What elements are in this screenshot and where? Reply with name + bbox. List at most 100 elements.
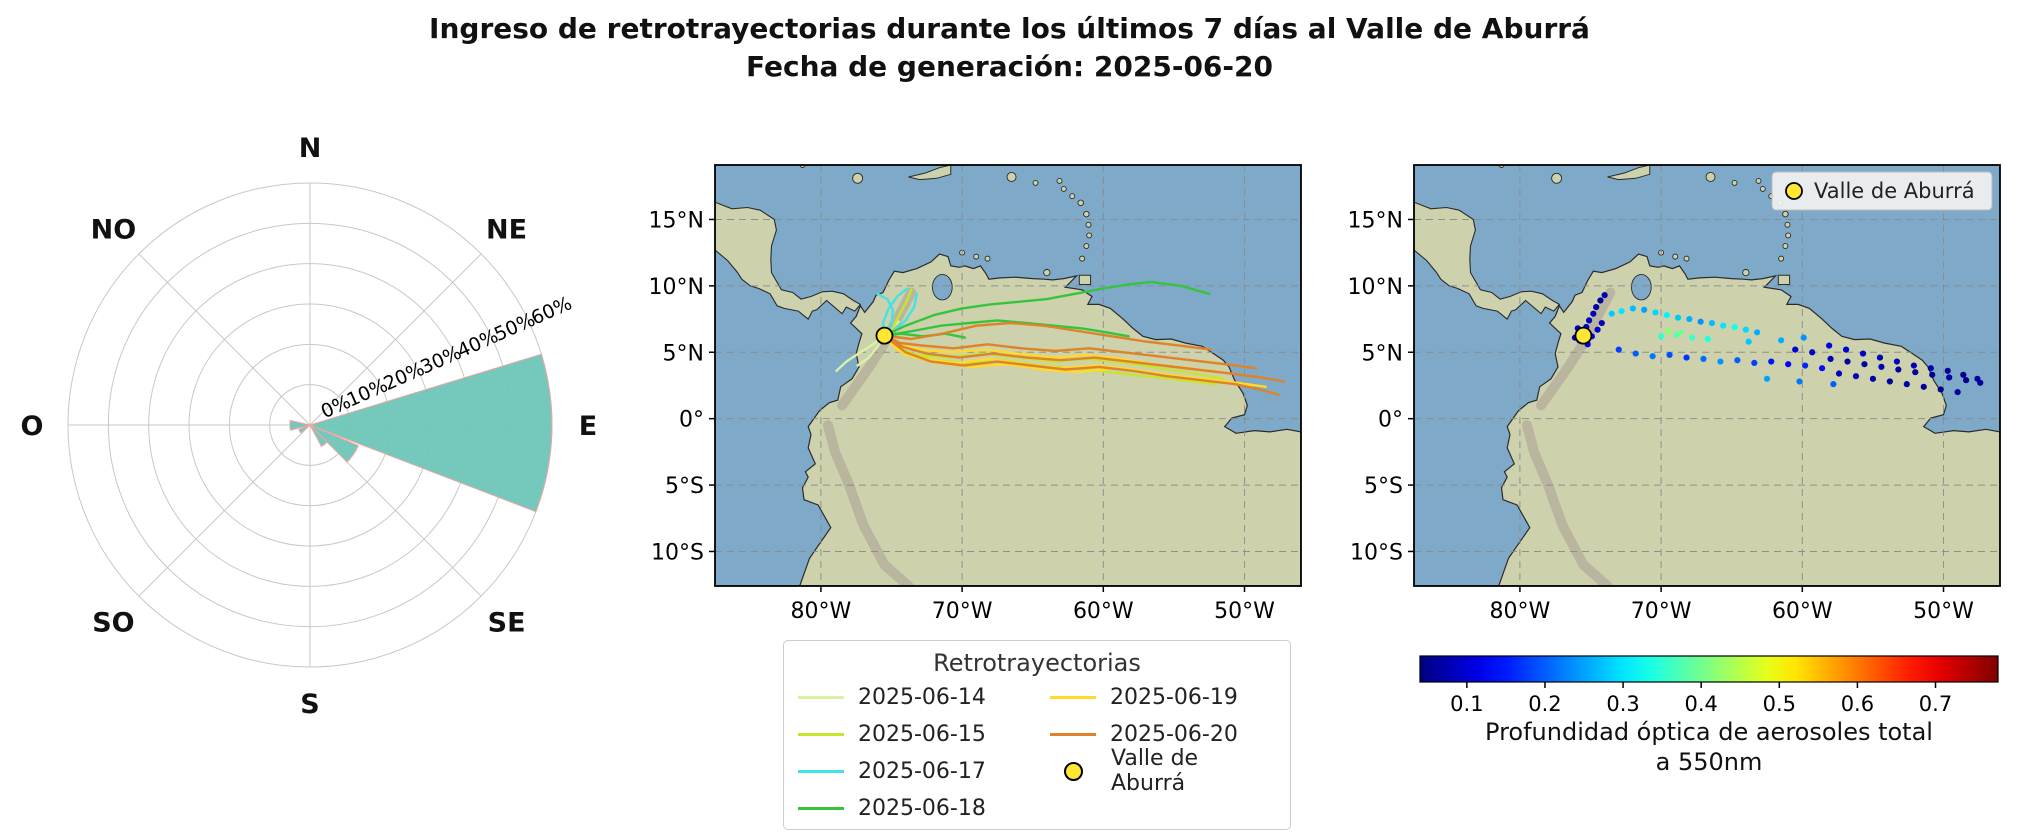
aod-point [1963,377,1970,384]
lake-maracaibo [932,273,953,301]
island [973,253,980,260]
x-tick-label: 80°W [791,599,852,624]
aod-point [1751,359,1758,366]
aod-point [1652,309,1659,316]
aod-point [1830,381,1837,388]
aod-point [1859,350,1867,357]
island [1079,255,1086,262]
aod-point [1674,314,1682,321]
windrose-sector [298,424,311,434]
aod-point [1632,350,1639,357]
legend-entry: 2025-06-20 [1050,720,1276,748]
aod-point [1763,375,1771,382]
island [1551,172,1563,184]
aod-point [1869,375,1877,382]
island [1759,185,1766,192]
legend-entries: 2025-06-14 2025-06-15 2025-06-17 2025-06-18… [798,683,1276,822]
aod-point [1835,370,1843,377]
y-tick-label: 15°N [1348,208,1403,233]
island [1705,172,1716,182]
x-tick-label: 50°W [1913,599,1974,624]
x-tick-label: 70°W [932,599,993,624]
island [1086,232,1093,239]
island [1006,172,1017,182]
aod-point [1974,375,1981,382]
legend-entry: 2025-06-15 [798,720,1024,748]
aod-point [1927,365,1934,372]
aod-point [1754,329,1761,336]
legend-column: 2025-06-14 2025-06-15 2025-06-17 2025-06-18 [798,683,1024,822]
aod-point [1666,351,1673,359]
y-tick-label: 5°N [663,341,704,366]
map-border [714,164,1302,587]
valle-de-aburra-marker [1574,326,1593,345]
y-tick-label: 0° [679,408,704,433]
legend-entry-label: 2025-06-15 [858,721,986,747]
aod-point [1689,334,1696,341]
aod-point [1878,363,1885,370]
figure-subtitle: Fecha de generación: 2025-06-20 [745,50,1273,83]
island [1085,221,1092,228]
map-legend-label: Valle de Aburrá [1814,179,1975,203]
map-legend-box [1771,171,1993,211]
colorbar-tick-label: 0.4 [1684,692,1717,716]
island [852,172,864,184]
aod-point [1608,310,1615,317]
trajectory-2025-06-20 [883,334,1286,383]
aod-point [1641,306,1648,313]
windrose-sector [309,424,328,448]
windrose-sector [309,424,359,463]
island [1043,268,1051,277]
y-tick-label: 15°N [649,208,704,233]
compass-label: S [300,689,319,720]
valle-de-aburra-marker [875,326,894,345]
colorbar-tick-label: 0.7 [1919,692,1952,716]
island [1782,243,1789,249]
aod-point [1861,361,1868,368]
island-trinidad [1777,274,1791,285]
y-tick-label: 10°N [1348,275,1403,300]
aod-point [1937,386,1944,393]
compass-label: NO [91,214,137,245]
x-tick-label: 60°W [1772,599,1833,624]
island [1077,199,1084,207]
aod-point [1826,342,1833,349]
trajectory-2025-06-14 [835,334,886,373]
legend-entry: 2025-06-17 [798,757,1024,785]
aod-point [1903,381,1910,388]
color-swatch [1050,732,1096,736]
island [1083,210,1090,218]
andes-shading [1536,287,1616,411]
island [1056,177,1063,184]
x-tick-label: 70°W [1631,599,1692,624]
trajectory-map-panel: 80°W 70°W 60°W 50°W 15°N 10°N 5°N 0° 5°S 10°S [649,164,1302,624]
aod-point [1593,304,1600,311]
aod-point [1618,307,1625,315]
aod-point [1802,362,1809,369]
windrose-ring-label: 60% [528,292,576,329]
windrose-sector [308,353,553,513]
aod-point [1912,369,1919,376]
island-hispaniola [1607,165,1651,181]
y-tick-label: 5°N [1362,341,1403,366]
island [1672,253,1679,260]
compass-label: SO [92,608,134,639]
legend-entry: Valle de Aburrá [1050,746,1276,796]
compass-label: NE [486,214,527,245]
coastline-central-america [1414,201,1561,320]
x-tick-label: 60°W [1073,599,1134,624]
aod-point [1944,367,1951,374]
trajectory-2025-06-20 [883,334,1280,396]
figure-title: Ingreso de retrotrayectorias durante los… [429,12,1590,45]
colorbar-tick-label: 0.2 [1528,692,1561,716]
aod-point [1796,378,1803,385]
y-tick-label: 5°S [665,474,704,499]
legend-title: Retrotrayectorias [933,649,1141,677]
island-trinidad [1078,274,1092,285]
aod-point [1708,319,1716,327]
aod-point [1742,326,1749,333]
trajectory-2025-06-20 [883,321,1212,351]
compass-label: N [299,133,322,164]
y-tick-label: 10°N [649,275,704,300]
